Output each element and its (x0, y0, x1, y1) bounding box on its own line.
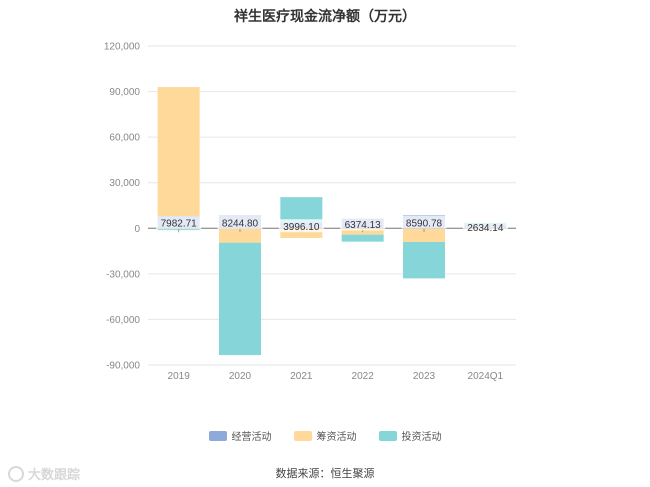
x-tick-label: 2024Q1 (468, 371, 504, 382)
legend-item-financing[interactable]: 筹资活动 (293, 428, 357, 443)
x-tick-label: 2019 (168, 371, 191, 382)
bar-financing (280, 228, 323, 239)
bar-investing (341, 234, 384, 242)
legend-label-investing: 投资活动 (401, 432, 442, 443)
data-source-note: 数据来源：恒生聚源 (275, 468, 375, 480)
data-label: 8590.78 (406, 218, 443, 229)
legend-swatch-operating (208, 430, 227, 441)
legend-swatch-financing (293, 430, 312, 441)
bar-investing (280, 197, 323, 223)
chart-legend: 经营活动 筹资活动 投资活动 (0, 428, 650, 443)
y-tick-label: 30,000 (109, 178, 140, 189)
watermark-logo-icon (8, 465, 24, 482)
y-tick-label: -30,000 (106, 269, 140, 280)
data-label-background (156, 216, 202, 230)
bar-financing (157, 87, 200, 217)
y-tick-label: -90,000 (106, 361, 140, 372)
y-tick-label: 60,000 (109, 133, 140, 144)
data-label-background (462, 220, 508, 234)
data-label-background (340, 217, 386, 231)
data-label-background (278, 219, 324, 233)
y-tick-label: 90,000 (109, 87, 140, 98)
data-label: 2634.14 (467, 223, 504, 234)
watermark: 大数跟踪 (8, 464, 80, 483)
bar-financing (219, 228, 261, 243)
x-tick-label: 2023 (413, 371, 436, 382)
bar-financing (403, 228, 445, 242)
legend-label-operating: 经营活动 (231, 432, 272, 443)
data-label-background (401, 215, 447, 229)
data-label: 8244.80 (222, 219, 259, 230)
legend-item-operating[interactable]: 经营活动 (208, 428, 272, 443)
data-label: 3996.10 (283, 222, 320, 233)
data-label: 7982.71 (161, 219, 198, 230)
legend-item-investing[interactable]: 投资活动 (378, 428, 442, 443)
watermark-text: 大数跟踪 (28, 467, 81, 482)
cashflow-chart: 120,000 90,000 60,000 30,000 0 -30,000 -60,000… (104, 42, 516, 382)
y-tick-label: 0 (134, 224, 140, 235)
bar-investing (219, 242, 261, 356)
data-label: 6374.13 (345, 220, 382, 231)
legend-label-financing: 筹资活动 (316, 432, 357, 443)
x-tick-label: 2021 (290, 371, 313, 382)
y-tick-label: -60,000 (106, 315, 140, 326)
data-label-background (217, 216, 263, 230)
x-tick-label: 2020 (229, 371, 252, 382)
bar-investing (403, 241, 445, 279)
chart-title: 祥生医疗现金流净额（万元） (234, 8, 416, 24)
y-tick-label: 120,000 (104, 42, 141, 53)
x-tick-label: 2022 (352, 371, 375, 382)
legend-swatch-investing (378, 430, 397, 441)
